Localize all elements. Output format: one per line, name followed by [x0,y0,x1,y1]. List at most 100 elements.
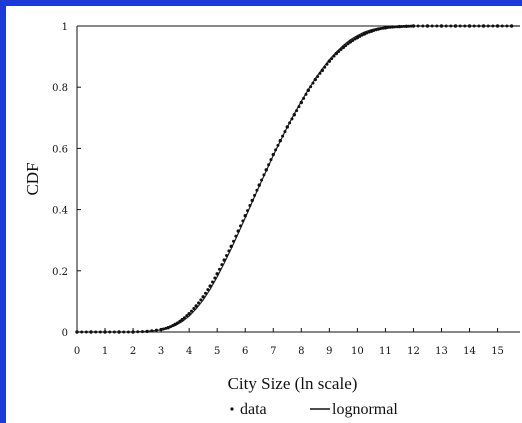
data-point [222,258,226,262]
data-point [112,330,116,334]
data-point [281,134,285,138]
data-point [311,81,315,85]
data-point [180,318,184,322]
data-point [215,272,219,276]
data-point [302,96,306,100]
data-point [131,330,135,334]
data-point [150,329,154,333]
data-point [75,330,79,334]
x-tick-label: 3 [158,346,164,357]
data-point [241,219,245,223]
y-tick-label: 0.8 [52,83,68,94]
data-point [117,330,121,334]
legend-data-label: data [240,401,267,418]
data-point [341,45,346,50]
data-point [472,24,476,28]
data-point [299,100,304,105]
data-point [486,24,490,28]
series-layer [75,24,520,334]
y-tick-label: 1 [62,22,68,33]
data-point [318,71,322,75]
x-tick-label: 7 [270,346,276,357]
data-point [325,62,329,66]
data-point [505,24,509,28]
data-point [390,25,395,29]
data-point [430,24,434,28]
data-point [323,65,327,69]
data-point [103,330,107,334]
data-point [330,57,334,61]
data-point [334,51,339,56]
data-point [313,77,318,82]
data-point [477,24,481,28]
data-point [140,330,144,334]
data-point [89,330,93,334]
data-point [189,309,193,313]
data-point [481,24,486,28]
data-point [339,47,343,51]
data-point [178,319,182,323]
data-point [168,325,172,329]
data-point [84,330,88,334]
data-point [285,125,289,129]
data-point [500,24,504,28]
x-tick-label: 1 [102,346,108,357]
data-point [379,27,383,31]
data-point [395,25,399,29]
y-tick-label: 0.4 [52,206,68,217]
data-point [262,173,266,177]
data-point [509,24,514,28]
data-point [218,267,222,271]
data-point [435,24,439,28]
legend-data-dot [230,407,234,411]
data-point [358,34,362,38]
data-point [161,327,165,331]
data-point [248,204,252,208]
data-point [288,121,292,125]
data-point [274,148,278,152]
data-point [208,284,212,288]
data-point [276,143,280,147]
data-point [491,24,495,28]
data-point [234,234,238,238]
data-point [467,24,472,28]
data-point [409,24,413,28]
x-axis-title: City Size (ln scale) [228,374,358,393]
data-point [98,330,102,334]
data-point [182,316,186,320]
data-point [201,295,205,299]
data-point [199,298,203,302]
y-tick-label: 0 [62,328,68,339]
data-point [376,27,381,31]
data-point [220,263,224,267]
data-point [136,330,140,334]
y-tick-label: 0.6 [52,144,68,155]
plot-area [76,25,520,333]
x-tick-label: 2 [130,346,136,357]
data-point [425,24,430,28]
data-point [232,239,236,243]
y-axis-title: CDF [23,162,42,195]
x-tick-label: 5 [214,346,220,357]
x-tick-label: 13 [435,346,448,357]
data-point [386,26,390,30]
data-point [348,40,353,44]
data-point [206,288,210,292]
data-point [304,92,308,96]
data-point [407,24,411,28]
x-tick-label: 8 [298,346,304,357]
data-point [227,249,231,253]
data-point [355,35,360,40]
data-point [145,329,149,334]
data-point [372,28,376,32]
data-point [278,139,282,143]
data-point [337,50,341,53]
data-point [122,330,126,334]
data-point [154,328,158,332]
x-tick-label: 14 [463,346,476,357]
data-point [309,85,313,89]
data-point [250,198,254,203]
x-tick-label: 12 [407,346,420,357]
data-point [267,163,271,167]
legend: data lognormal [230,401,398,418]
